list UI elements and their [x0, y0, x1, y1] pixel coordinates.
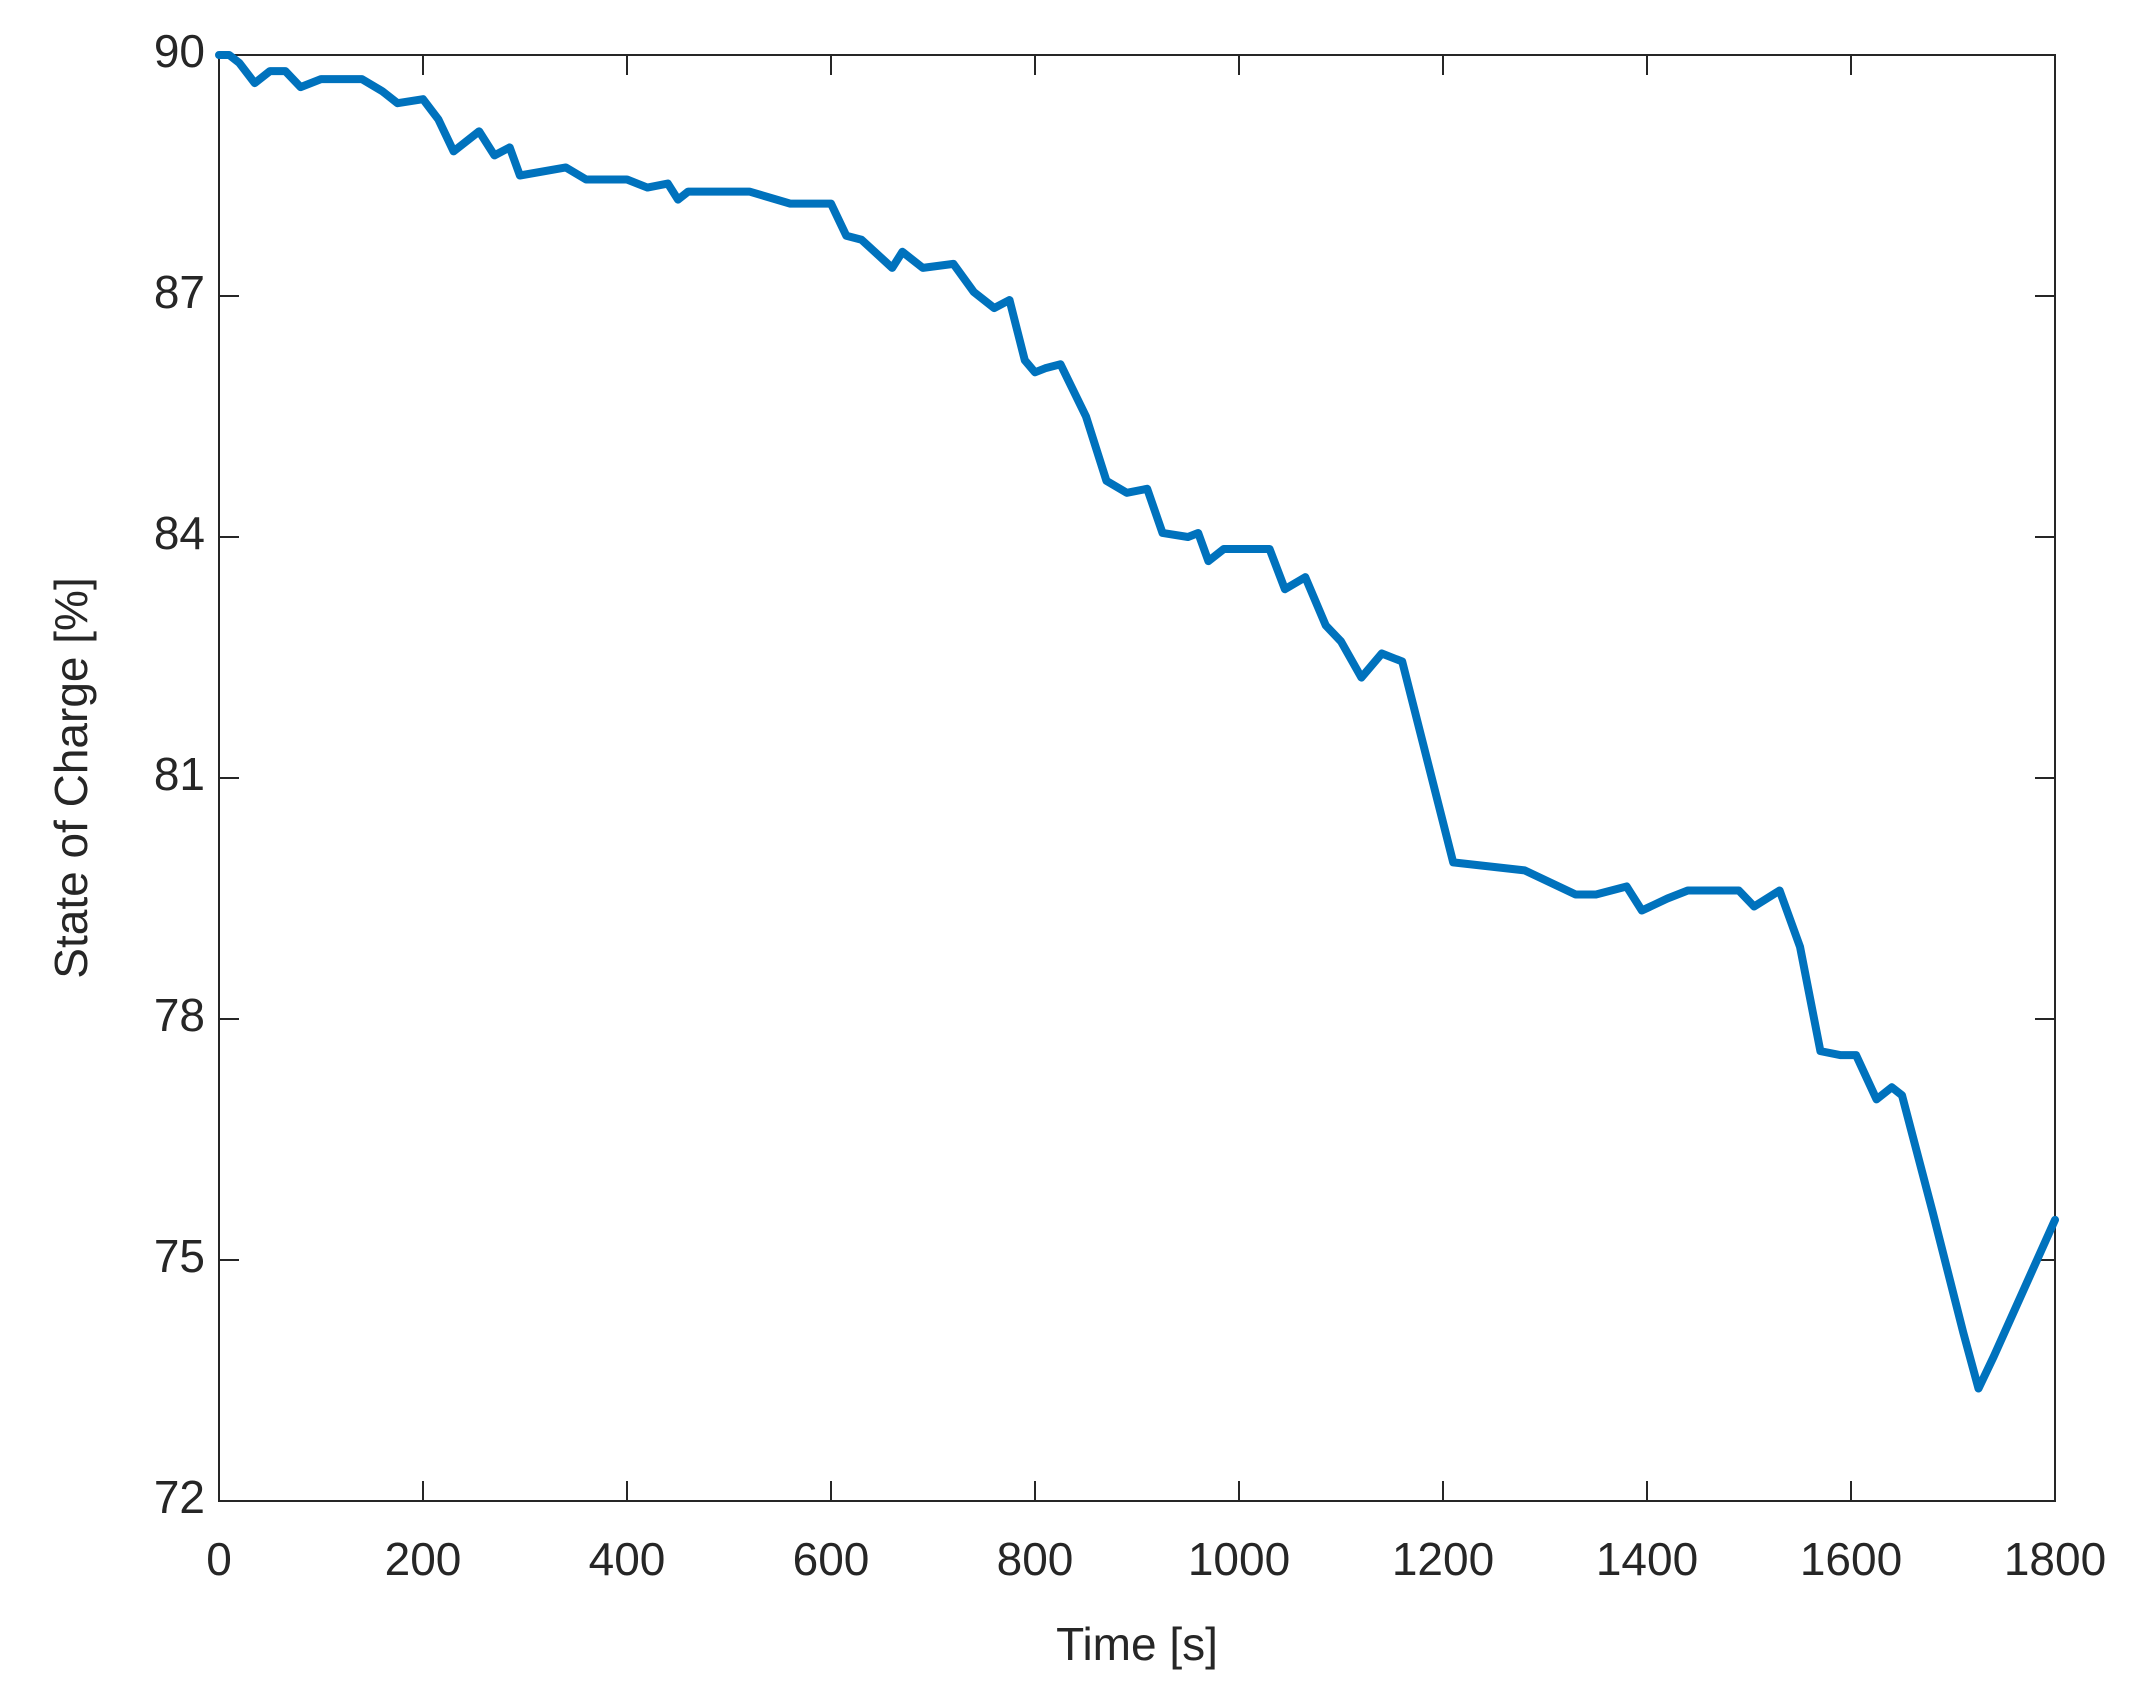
y-tick-label: 78: [154, 989, 205, 1041]
x-axis-label: Time [s]: [1056, 1618, 1218, 1670]
x-tick-label: 1200: [1392, 1533, 1494, 1585]
y-tick-label: 84: [154, 507, 205, 559]
x-tick-label: 1800: [2004, 1533, 2106, 1585]
y-tick-label: 81: [154, 748, 205, 800]
x-tick-label: 200: [385, 1533, 462, 1585]
x-tick-label: 1000: [1188, 1533, 1290, 1585]
y-axis-label: State of Charge [%]: [45, 577, 97, 978]
x-tick-label: 1600: [1800, 1533, 1902, 1585]
y-tick-label: 90: [154, 25, 205, 77]
x-tick-label: 600: [793, 1533, 870, 1585]
y-tick-label: 75: [154, 1230, 205, 1282]
x-tick-label: 1400: [1596, 1533, 1698, 1585]
y-tick-label: 72: [154, 1471, 205, 1523]
y-tick-label: 87: [154, 266, 205, 318]
x-tick-label: 400: [589, 1533, 666, 1585]
x-tick-label: 0: [206, 1533, 232, 1585]
plot-frame: [218, 54, 2056, 1502]
data-line: [215, 51, 2059, 1393]
x-tick-label: 800: [997, 1533, 1074, 1585]
